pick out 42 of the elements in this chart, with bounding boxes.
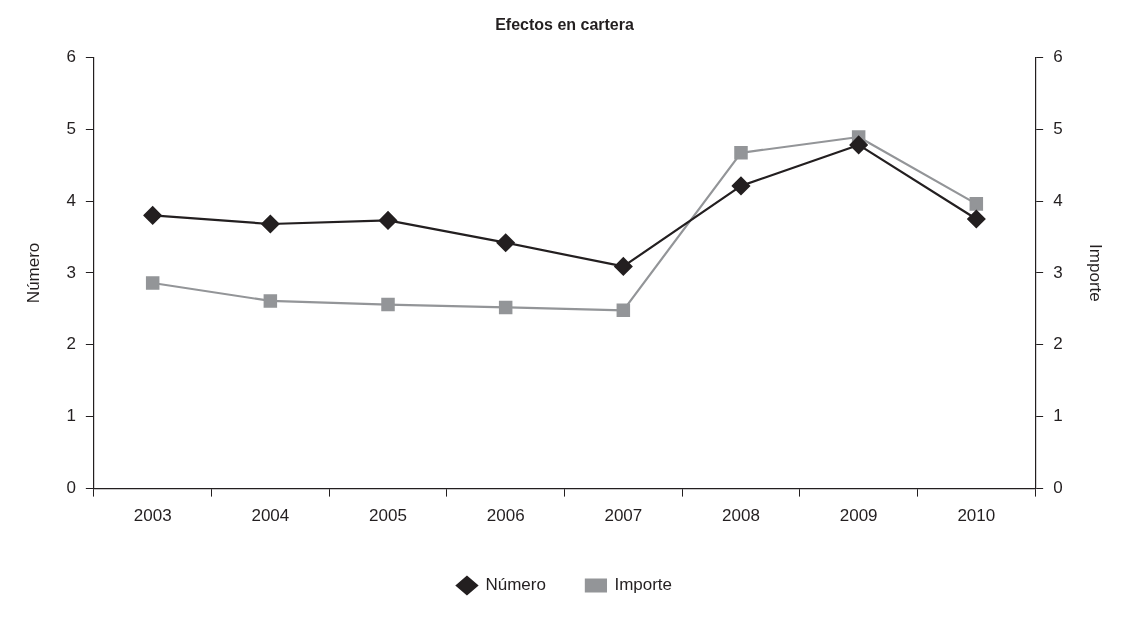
x-tick-label: 2010 bbox=[957, 506, 996, 526]
y-tick-label: 2 bbox=[66, 334, 76, 354]
point bbox=[381, 297, 395, 312]
x-tick-label: 2005 bbox=[369, 506, 407, 526]
x-tick-label: 2003 bbox=[133, 506, 172, 526]
point bbox=[967, 209, 986, 229]
point bbox=[263, 294, 278, 308]
y-tick-label: 1 bbox=[66, 406, 76, 426]
y-tick-label: 3 bbox=[66, 262, 76, 282]
point bbox=[849, 135, 868, 155]
y-tick-label: 6 bbox=[66, 46, 76, 66]
point bbox=[143, 206, 162, 225]
x-tick-label: 2007 bbox=[604, 506, 643, 526]
point bbox=[145, 276, 160, 290]
legend-label: Número bbox=[485, 575, 546, 595]
x-tick-label: 2004 bbox=[251, 506, 290, 526]
y-tick-label: 5 bbox=[66, 118, 76, 138]
point bbox=[378, 211, 398, 230]
point bbox=[734, 146, 748, 160]
x-tick-label: 2006 bbox=[486, 506, 525, 526]
y2-tick-label: 1 bbox=[1053, 406, 1063, 426]
y-tick-label: 0 bbox=[66, 478, 76, 498]
x-tick-label: 2009 bbox=[839, 506, 878, 526]
x-tick-label: 2008 bbox=[722, 506, 760, 526]
y2-tick-label: 3 bbox=[1053, 262, 1063, 282]
y-axis-title: Número bbox=[23, 242, 43, 304]
point bbox=[496, 233, 515, 252]
point bbox=[731, 176, 751, 195]
point bbox=[614, 257, 633, 276]
y-tick-label: 4 bbox=[66, 190, 76, 210]
point bbox=[616, 303, 631, 318]
y2-tick-label: 5 bbox=[1053, 118, 1063, 138]
point bbox=[498, 300, 513, 315]
legend-label: Importe bbox=[614, 575, 673, 595]
y2-tick-label: 6 bbox=[1053, 46, 1063, 66]
y2-tick-label: 2 bbox=[1053, 334, 1063, 354]
y2-tick-label: 4 bbox=[1053, 190, 1063, 210]
chart-title: Efectos en cartera bbox=[495, 16, 634, 34]
y2-tick-label: 0 bbox=[1053, 478, 1063, 498]
point bbox=[969, 197, 984, 211]
point bbox=[261, 214, 280, 234]
y2-axis-title: Importe bbox=[1086, 244, 1106, 302]
